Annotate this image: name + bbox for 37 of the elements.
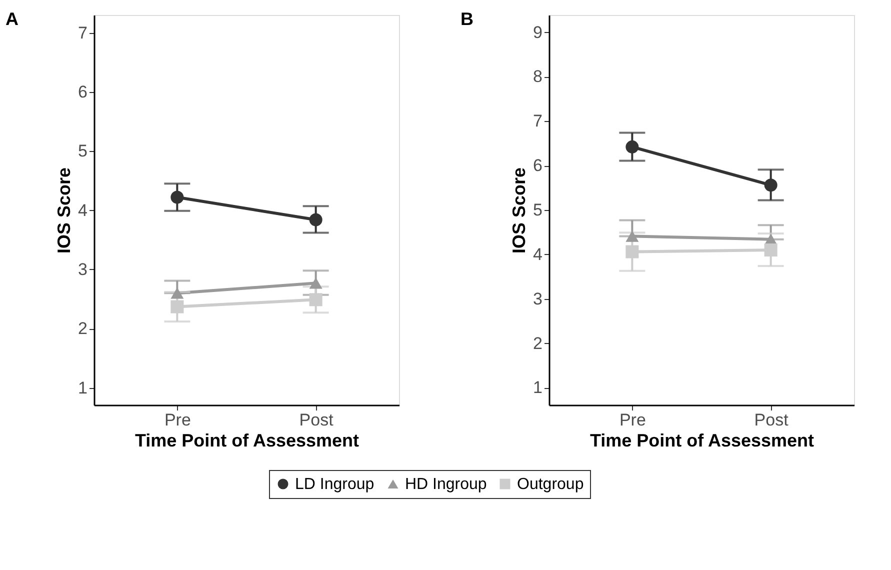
y-tick-label: 5: [78, 142, 88, 161]
y-tick-label: 7: [533, 112, 542, 131]
legend-label: Outgroup: [517, 476, 584, 493]
y-tick-label: 4: [78, 200, 88, 220]
y-tick-label: 2: [533, 334, 542, 353]
chart-title: B: [460, 9, 474, 29]
y-tick-label: 9: [533, 22, 542, 42]
x-tick-label: Post: [754, 410, 789, 430]
x-tick-label: Pre: [164, 410, 191, 430]
y-axis-title: IOS Score: [509, 167, 530, 254]
legend-label: LD Ingroup: [295, 476, 374, 493]
y-tick-label: 1: [78, 378, 88, 398]
y-tick-label: 6: [533, 156, 542, 176]
y-axis-title: IOS Score: [54, 167, 74, 254]
x-tick-label: Post: [299, 410, 334, 430]
point: [170, 190, 184, 204]
point: [764, 178, 778, 192]
y-tick-label: 5: [533, 200, 542, 220]
point: [309, 213, 322, 226]
y-tick-label: 3: [78, 260, 88, 279]
point: [626, 245, 639, 258]
point: [626, 140, 639, 154]
chart-title: A: [6, 9, 19, 29]
y-tick-label: 1: [533, 378, 542, 398]
y-tick-label: 4: [533, 244, 542, 264]
point: [309, 293, 322, 306]
y-tick-label: 8: [533, 67, 542, 86]
point: [170, 300, 184, 314]
legend-label: HD Ingroup: [405, 476, 487, 493]
y-tick-label: 3: [533, 289, 542, 308]
x-axis-title: Time Point of Assessment: [134, 430, 360, 450]
y-tick-label: 6: [78, 82, 88, 102]
y-tick-label: 7: [78, 23, 88, 42]
x-axis-title: Time Point of Assessment: [590, 430, 814, 450]
y-tick-label: 2: [78, 319, 88, 338]
x-tick-label: Pre: [619, 410, 646, 430]
point: [764, 243, 778, 256]
